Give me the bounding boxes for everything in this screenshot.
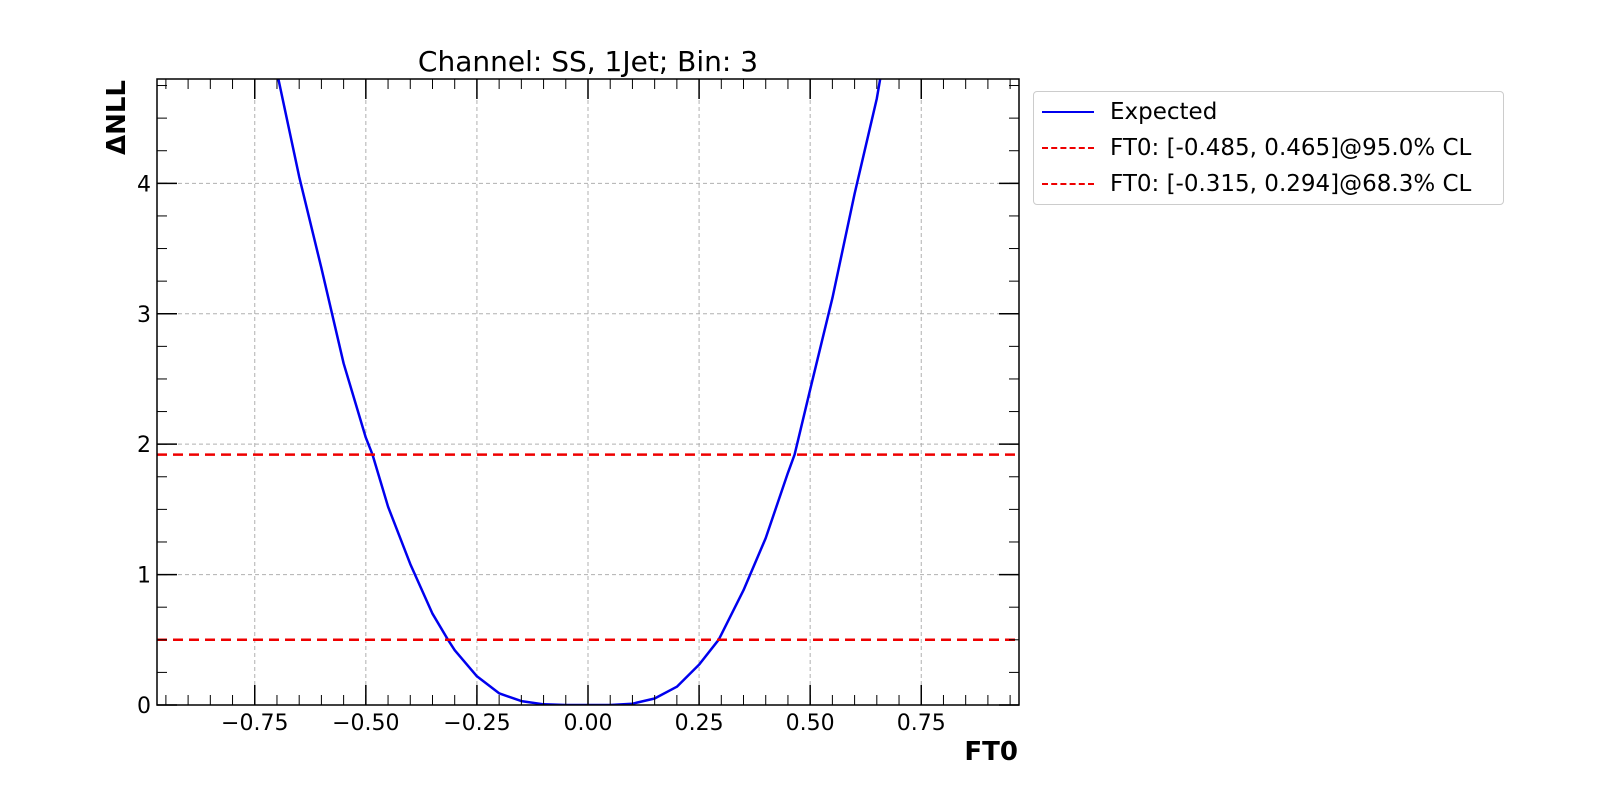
y-tick-label: 3 [137, 303, 151, 328]
x-tick-label: 0.25 [675, 711, 724, 736]
x-tick-label: −0.25 [443, 711, 510, 736]
legend-label-68cl: FT0: [-0.315, 0.294]@68.3% CL [1110, 171, 1472, 197]
x-tick-label: −0.50 [332, 711, 399, 736]
chart-title: Channel: SS, 1Jet; Bin: 3 [418, 45, 758, 78]
legend: Expected FT0: [-0.485, 0.465]@95.0% CL F… [1033, 91, 1504, 205]
y-tick-label: 0 [137, 694, 151, 719]
legend-item-expected: Expected [1034, 94, 1503, 130]
legend-label-expected: Expected [1110, 99, 1218, 125]
y-axis-label: ΔNLL [102, 80, 132, 155]
axis-ticks [157, 79, 1019, 706]
grid [157, 79, 1019, 705]
legend-swatch-68cl [1042, 183, 1094, 185]
x-axis-label: FT0 [964, 737, 1018, 767]
x-tick-label: 0.00 [564, 711, 613, 736]
legend-swatch-expected [1042, 111, 1094, 113]
x-tick-label: 0.75 [897, 711, 946, 736]
series-line-0 [277, 79, 882, 705]
axis-labels: −0.75 −0.50 −0.25 0.00 0.25 0.50 0.75 0 1 2 3 4 [137, 172, 946, 736]
legend-swatch-95cl [1042, 147, 1094, 149]
legend-item-95cl: FT0: [-0.485, 0.465]@95.0% CL [1034, 130, 1503, 166]
y-tick-label: 1 [137, 564, 151, 589]
y-tick-label: 2 [137, 433, 151, 458]
y-tick-label: 4 [137, 172, 151, 197]
legend-label-95cl: FT0: [-0.485, 0.465]@95.0% CL [1110, 135, 1472, 161]
x-tick-label: 0.50 [786, 711, 835, 736]
legend-item-68cl: FT0: [-0.315, 0.294]@68.3% CL [1034, 166, 1503, 202]
plot-series [157, 79, 1019, 705]
x-tick-label: −0.75 [221, 711, 288, 736]
